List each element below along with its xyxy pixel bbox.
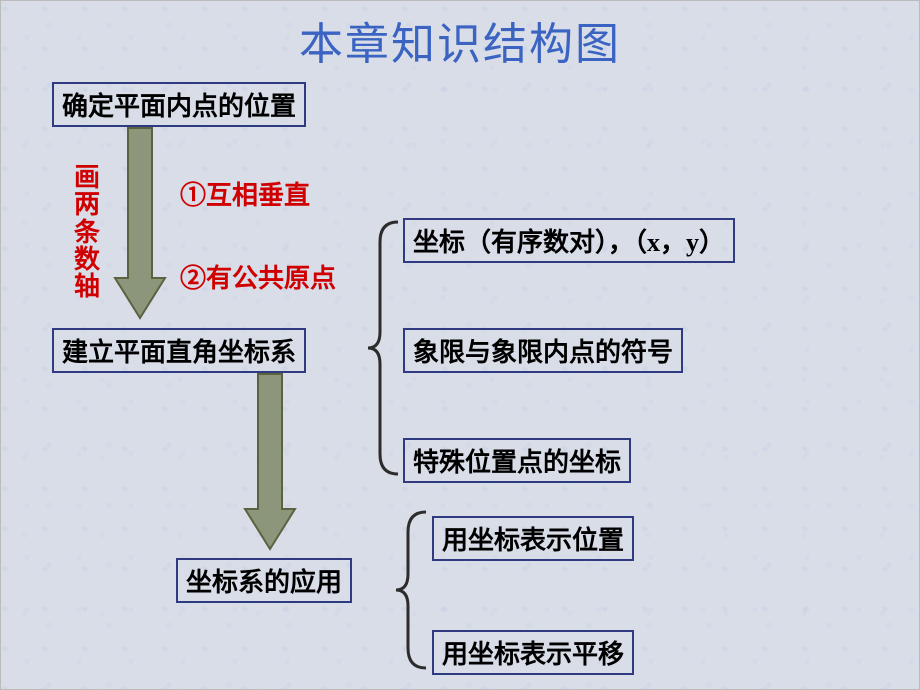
vlabel-char: 数 bbox=[74, 246, 100, 273]
node-position: 用坐标表示位置 bbox=[432, 516, 634, 561]
annot-text: ①互相垂直 bbox=[180, 181, 310, 210]
node-quadrant-sign: 象限与象限内点的符号 bbox=[403, 328, 683, 373]
annot-common-origin: ②有公共原点 bbox=[180, 258, 336, 295]
node-label: 确定平面内点的位置 bbox=[62, 92, 296, 121]
page-title: 本章知识结构图 bbox=[0, 8, 920, 72]
label-two-axes: 画两条数轴 bbox=[74, 164, 100, 300]
title-text: 本章知识结构图 bbox=[299, 20, 621, 69]
vlabel-char: 两 bbox=[74, 191, 100, 218]
node-special-points: 特殊位置点的坐标 bbox=[403, 438, 631, 483]
node-label: 坐标（有序数对），（x，y） bbox=[413, 228, 725, 257]
node-label: 特殊位置点的坐标 bbox=[413, 448, 621, 477]
annot-perpendicular: ①互相垂直 bbox=[180, 175, 310, 212]
node-translate: 用坐标表示平移 bbox=[432, 630, 634, 675]
node-label: 用坐标表示位置 bbox=[442, 526, 624, 555]
node-coord-pair: 坐标（有序数对），（x，y） bbox=[403, 218, 735, 263]
annot-text: ②有公共原点 bbox=[180, 264, 336, 293]
node-label: 建立平面直角坐标系 bbox=[62, 338, 296, 367]
node-coord-application: 坐标系的应用 bbox=[176, 558, 352, 603]
node-determine-point: 确定平面内点的位置 bbox=[52, 82, 306, 127]
vlabel-char: 轴 bbox=[74, 273, 100, 300]
node-label: 坐标系的应用 bbox=[186, 568, 342, 597]
node-label: 象限与象限内点的符号 bbox=[413, 338, 673, 367]
vlabel-char: 画 bbox=[74, 164, 100, 191]
node-label: 用坐标表示平移 bbox=[442, 640, 624, 669]
node-build-coord: 建立平面直角坐标系 bbox=[52, 328, 306, 373]
vlabel-char: 条 bbox=[74, 219, 100, 246]
